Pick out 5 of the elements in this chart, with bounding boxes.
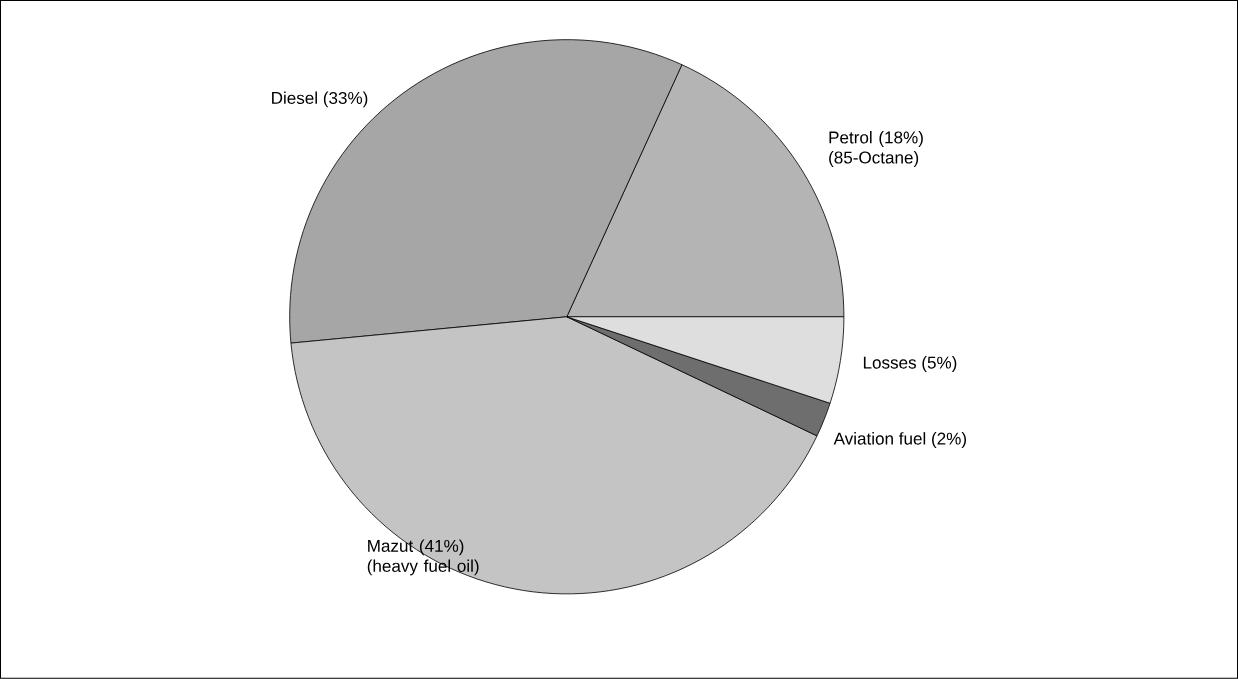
slice-label: Losses (5%) [863,356,957,373]
slice-label: Diesel (33%) [272,91,368,108]
slice-label: Aviation fuel (2%) [833,432,966,449]
slice-label: Petrol (18%) (85-Octane) [829,131,923,168]
slice-label: Mazut (41%) (heavy fuel oil) [367,539,479,576]
